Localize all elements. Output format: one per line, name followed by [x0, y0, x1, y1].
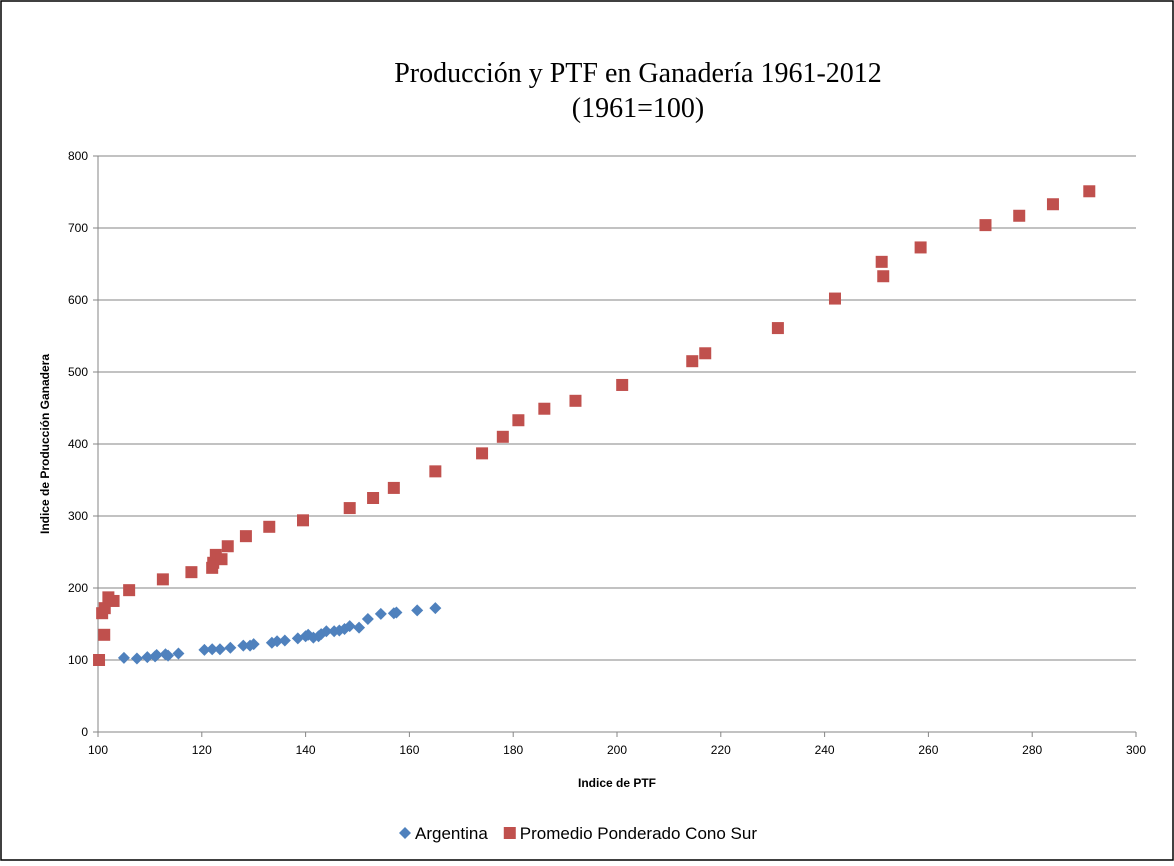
point: [877, 270, 890, 283]
point: [98, 628, 111, 641]
x-tick-label: 220: [711, 743, 731, 757]
y-tick-label: 300: [68, 509, 88, 523]
y-tick-label: 700: [68, 221, 88, 235]
point: [172, 647, 185, 660]
x-tick-label: 160: [399, 743, 419, 757]
point: [224, 641, 237, 654]
y-tick-label: 0: [81, 725, 88, 739]
legend-marker: [503, 827, 516, 839]
point: [538, 402, 551, 415]
point: [390, 606, 403, 619]
point: [271, 635, 284, 648]
x-tick-label: 140: [296, 743, 316, 757]
y-axis-label: Indice de Producción Ganadera: [38, 354, 52, 534]
x-tick-label: 300: [1126, 743, 1146, 757]
point: [263, 520, 276, 533]
y-tick-label: 400: [68, 437, 88, 451]
point: [1083, 185, 1096, 198]
legend-label: Argentina: [415, 824, 488, 843]
y-tick-label: 500: [68, 365, 88, 379]
point: [206, 643, 219, 656]
x-tick-label: 200: [607, 743, 627, 757]
point: [914, 241, 927, 254]
point: [429, 602, 442, 615]
point: [411, 604, 424, 617]
chart-subtitle: (1961=100): [572, 93, 704, 124]
point: [496, 430, 509, 443]
x-tick-label: 180: [503, 743, 523, 757]
point: [107, 594, 120, 607]
point: [93, 654, 106, 666]
x-tick-label: 260: [918, 743, 938, 757]
point: [141, 651, 154, 664]
point: [343, 620, 356, 633]
y-tick-label: 800: [68, 149, 88, 163]
point: [512, 414, 525, 427]
legend-label: Promedio Ponderado Cono Sur: [520, 824, 758, 843]
point: [875, 255, 888, 268]
point: [247, 638, 260, 651]
point: [130, 652, 143, 665]
point: [771, 322, 784, 335]
x-tick-label: 100: [88, 743, 108, 757]
point: [239, 530, 252, 543]
point: [699, 347, 712, 360]
point: [156, 573, 169, 586]
point: [429, 465, 442, 478]
point: [374, 607, 387, 620]
point: [221, 540, 234, 553]
point: [198, 643, 211, 656]
point: [686, 355, 699, 368]
point: [123, 584, 136, 597]
point: [278, 634, 291, 647]
y-tick-label: 100: [68, 653, 88, 667]
point: [361, 612, 374, 625]
point: [616, 378, 629, 391]
point: [979, 219, 992, 232]
point: [162, 649, 175, 662]
point: [297, 514, 310, 527]
x-tick-label: 120: [192, 743, 212, 757]
point: [387, 481, 400, 494]
point: [569, 394, 582, 407]
point: [320, 625, 333, 638]
y-tick-label: 600: [68, 293, 88, 307]
point: [117, 651, 130, 664]
point: [367, 492, 380, 504]
point: [213, 643, 226, 656]
point: [215, 553, 228, 566]
chart-title: Producción y PTF en Ganadería 1961-2012: [394, 58, 882, 89]
x-tick-label: 240: [815, 743, 835, 757]
point: [828, 292, 841, 305]
point: [343, 502, 356, 515]
point: [1046, 198, 1059, 211]
point: [476, 447, 489, 460]
point: [185, 566, 198, 579]
point: [237, 639, 250, 652]
point: [353, 621, 366, 634]
legend-marker: [399, 827, 411, 839]
point: [1013, 209, 1026, 222]
x-tick-label: 280: [1022, 743, 1042, 757]
point: [150, 648, 163, 661]
x-axis-label: Indice de PTF: [578, 776, 656, 790]
y-tick-label: 200: [68, 581, 88, 595]
